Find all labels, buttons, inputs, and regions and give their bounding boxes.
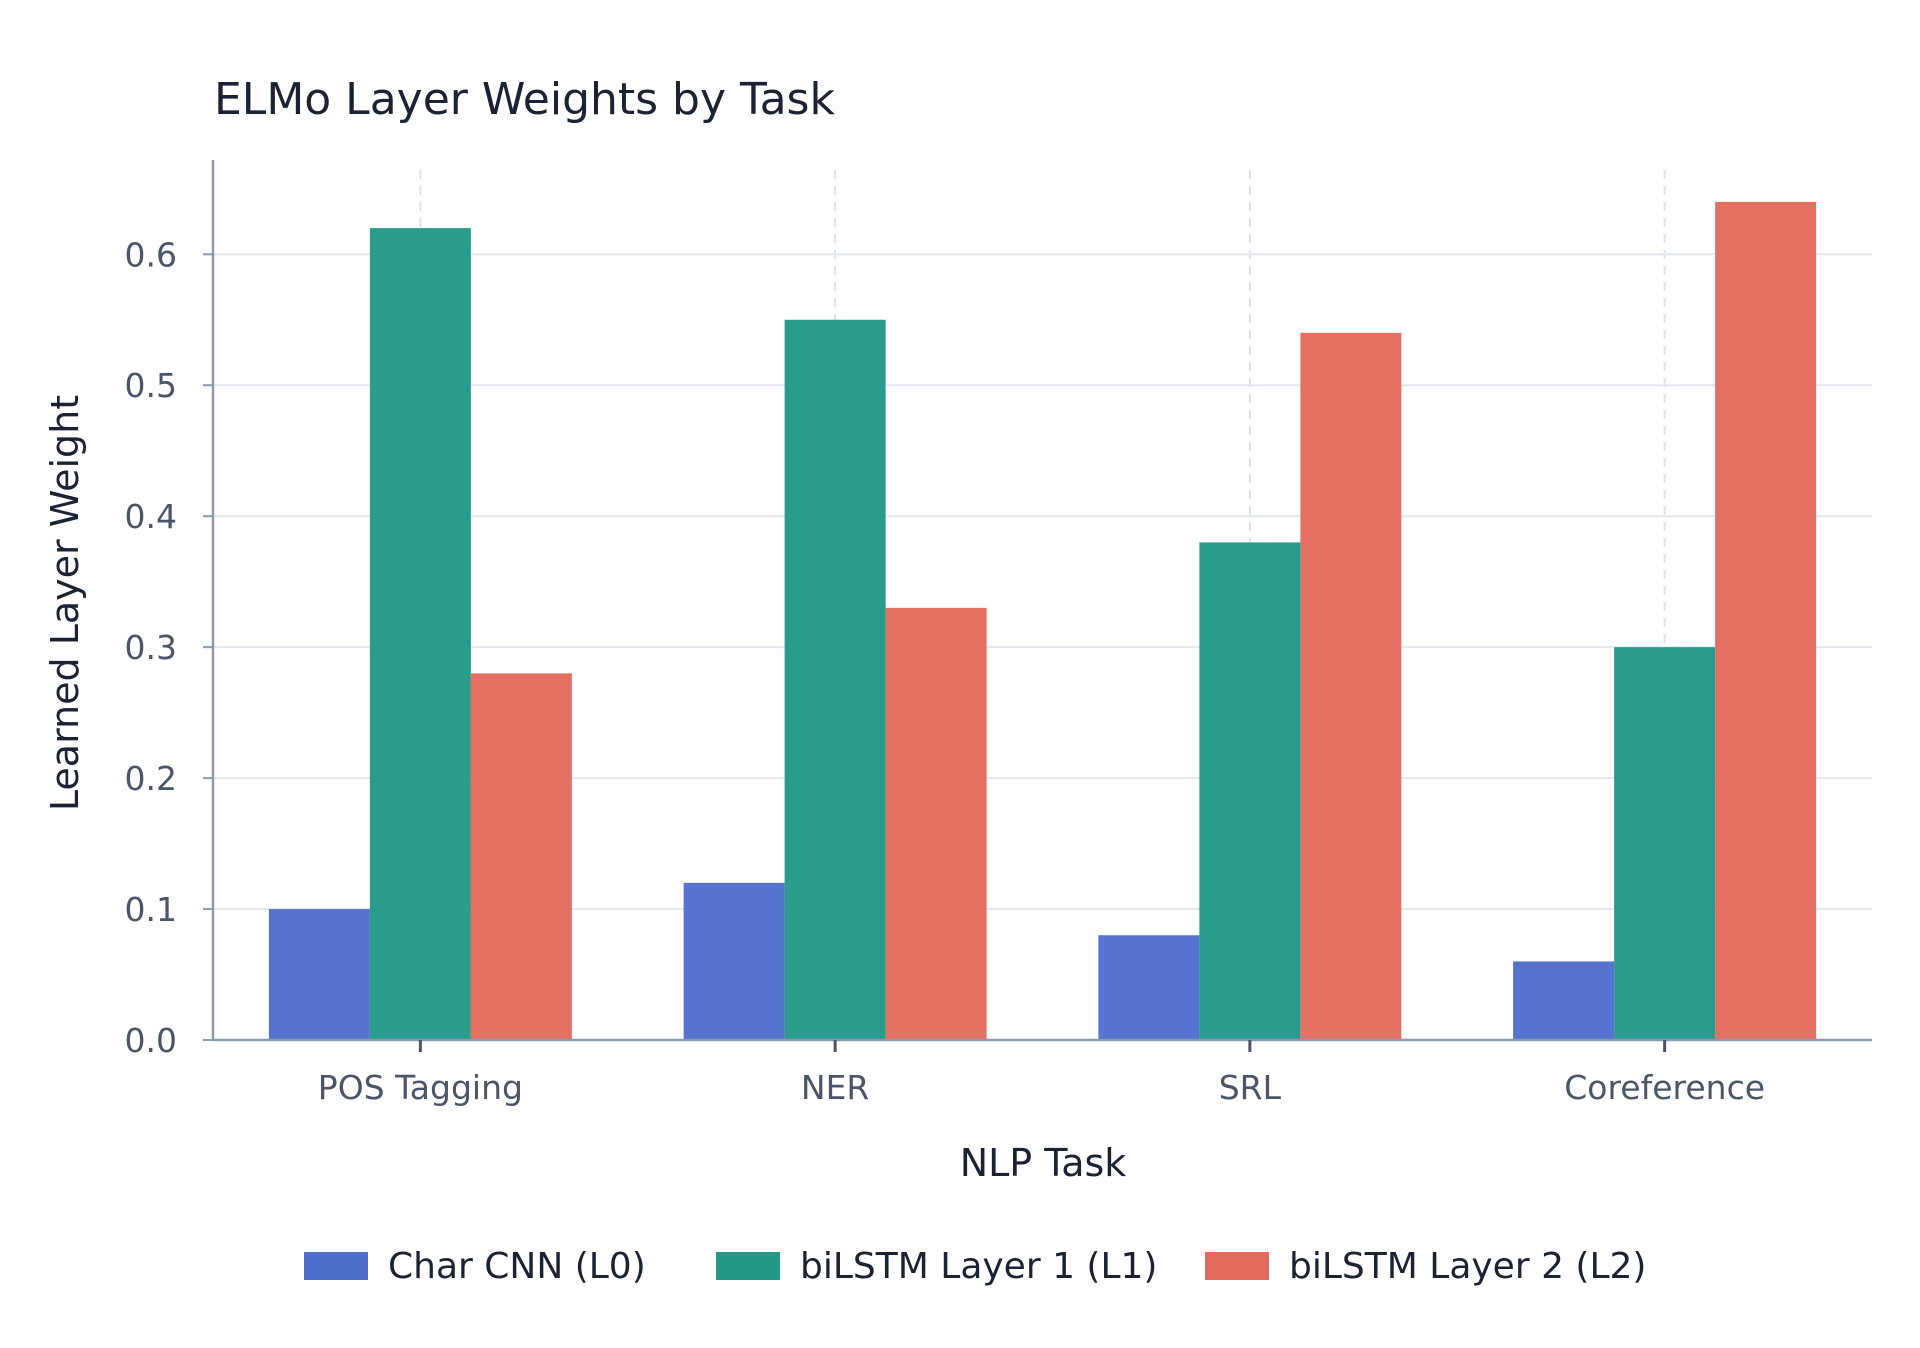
bar bbox=[784, 319, 886, 1040]
bar bbox=[1614, 647, 1716, 1040]
bar bbox=[369, 228, 471, 1041]
y-tick-label: 0.1 bbox=[125, 890, 177, 929]
bar bbox=[885, 607, 987, 1040]
y-tick-labels: 0.0 0.1 0.2 0.3 0.4 0.5 0.6 bbox=[125, 235, 177, 1060]
legend-item: biLSTM Layer 1 (L1) bbox=[716, 1246, 1157, 1287]
axes bbox=[203, 160, 1872, 1052]
legend-swatch bbox=[304, 1252, 368, 1280]
bar bbox=[1513, 961, 1615, 1040]
bar bbox=[1715, 201, 1817, 1040]
y-tick-label: 0.4 bbox=[125, 497, 177, 536]
x-tick-label: NER bbox=[801, 1068, 869, 1107]
y-tick-label: 0.0 bbox=[125, 1021, 177, 1060]
legend-swatch bbox=[716, 1252, 780, 1280]
legend-label: Char CNN (L0) bbox=[388, 1246, 646, 1287]
legend-item: biLSTM Layer 2 (L2) bbox=[1205, 1246, 1646, 1287]
y-axis-label: Learned Layer Weight bbox=[43, 395, 87, 811]
bar bbox=[683, 882, 785, 1040]
bar bbox=[1098, 935, 1200, 1040]
legend: Char CNN (L0) biLSTM Layer 1 (L1) biLSTM L… bbox=[304, 1246, 1646, 1287]
x-axis-label: NLP Task bbox=[960, 1141, 1127, 1185]
bar bbox=[1300, 332, 1402, 1040]
legend-item: Char CNN (L0) bbox=[304, 1246, 646, 1287]
y-tick-label: 0.2 bbox=[125, 759, 177, 798]
x-tick-labels: POS Tagging NER SRL Coreference bbox=[318, 1068, 1765, 1107]
bar bbox=[268, 909, 370, 1040]
legend-swatch bbox=[1205, 1252, 1269, 1280]
bar bbox=[1199, 542, 1301, 1040]
x-tick-label: Coreference bbox=[1564, 1068, 1765, 1107]
y-tick-label: 0.3 bbox=[125, 628, 177, 667]
x-tick-label: SRL bbox=[1219, 1068, 1282, 1107]
bar bbox=[470, 673, 572, 1040]
bars bbox=[268, 201, 1817, 1041]
y-tick-label: 0.6 bbox=[125, 235, 177, 274]
x-tick-label: POS Tagging bbox=[318, 1068, 523, 1107]
y-tick-label: 0.5 bbox=[125, 366, 177, 405]
chart-title: ELMo Layer Weights by Task bbox=[214, 74, 835, 125]
legend-label: biLSTM Layer 1 (L1) bbox=[800, 1246, 1157, 1287]
legend-label: biLSTM Layer 2 (L2) bbox=[1289, 1246, 1646, 1287]
